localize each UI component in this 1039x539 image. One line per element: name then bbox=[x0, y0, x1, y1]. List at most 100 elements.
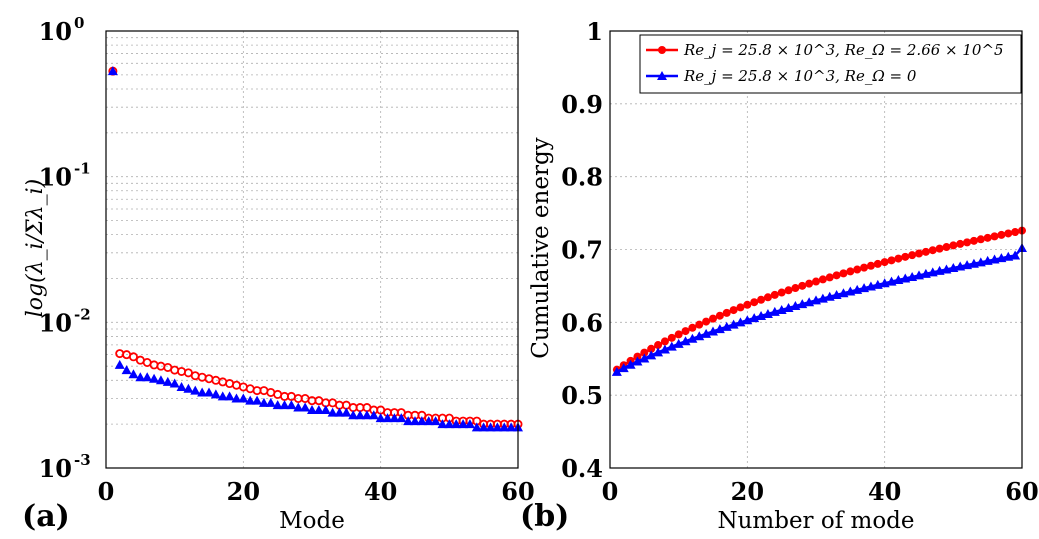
data-point-triangle bbox=[423, 416, 434, 426]
data-point-circle bbox=[784, 286, 793, 295]
data-point-circle bbox=[949, 241, 958, 250]
data-point-circle bbox=[860, 263, 869, 272]
data-point-triangle bbox=[714, 324, 725, 334]
data-point-triangle bbox=[204, 387, 214, 397]
y-tick-exponent: 0 bbox=[74, 14, 84, 32]
legend-marker-triangle bbox=[657, 71, 667, 80]
data-point-triangle bbox=[368, 410, 379, 420]
y-tick-label: 0.6 bbox=[561, 308, 603, 337]
legend-label-rotating: Re_j = 25.8 × 10^3, Re_Ω = 2.66 × 10^5 bbox=[683, 41, 1004, 59]
data-point-circle bbox=[709, 314, 717, 323]
data-point-triangle bbox=[458, 419, 469, 429]
data-point-triangle bbox=[464, 419, 475, 429]
data-point-triangle bbox=[231, 393, 242, 403]
data-point-triangle bbox=[666, 341, 677, 351]
data-point-circle bbox=[1011, 228, 1020, 237]
data-point-triangle bbox=[410, 416, 420, 426]
panel-b-tag: (b) bbox=[520, 499, 569, 534]
y-tick-label: 10 bbox=[39, 454, 72, 483]
y-tick-label: 10 bbox=[39, 308, 72, 337]
data-point-triangle bbox=[639, 353, 650, 363]
panel-b-y-ticks: 0.4 0.5 0.6 0.7 0.8 0.9 1 bbox=[561, 17, 603, 483]
data-point-circle bbox=[873, 259, 882, 268]
panel-a-y-label: log(λ_i/Σλ_i) bbox=[23, 179, 48, 317]
data-point-triangle bbox=[625, 359, 636, 369]
data-point-circle bbox=[805, 279, 814, 288]
panel-b-frame bbox=[609, 30, 1023, 469]
data-point-circle bbox=[969, 236, 978, 245]
x-tick-label: 20 bbox=[731, 477, 764, 506]
data-point-triangle bbox=[416, 416, 427, 426]
data-point-triangle bbox=[300, 402, 311, 412]
legend-entry-rotating: Re_j = 25.8 × 10^3, Re_Ω = 2.66 × 10^5 bbox=[646, 41, 1004, 59]
data-point-circle bbox=[839, 269, 848, 278]
data-point-circle bbox=[688, 323, 697, 332]
data-point-circle bbox=[983, 233, 992, 242]
data-point-circle bbox=[901, 252, 910, 261]
data-point-circle bbox=[921, 247, 930, 256]
data-point-triangle bbox=[632, 356, 643, 366]
data-point-triangle bbox=[307, 405, 317, 415]
data-point-triangle bbox=[149, 373, 160, 383]
data-point-triangle bbox=[293, 402, 304, 412]
data-point-triangle bbox=[114, 359, 125, 369]
data-point-triangle bbox=[437, 419, 448, 429]
data-point-triangle bbox=[252, 395, 263, 405]
data-point-triangle bbox=[272, 400, 283, 410]
data-point-triangle bbox=[375, 413, 386, 423]
data-point-circle bbox=[770, 290, 779, 299]
data-point-triangle bbox=[618, 363, 629, 373]
data-point-circle bbox=[667, 333, 676, 342]
data-point-triangle bbox=[471, 422, 482, 432]
data-point-triangle bbox=[176, 381, 187, 391]
y-tick-label: 0.4 bbox=[561, 454, 603, 483]
panel-a-frame bbox=[105, 30, 519, 469]
data-point-triangle bbox=[444, 419, 455, 429]
data-point-circle bbox=[908, 251, 917, 260]
data-point-circle bbox=[736, 303, 745, 312]
data-point-circle bbox=[647, 344, 656, 353]
data-point-triangle bbox=[721, 321, 732, 331]
data-point-circle bbox=[818, 275, 827, 284]
data-point-triangle bbox=[355, 410, 366, 420]
data-point-triangle bbox=[348, 410, 359, 420]
data-point-circle bbox=[640, 348, 649, 357]
legend-label-stationary: Re_j = 25.8 × 10^3, Re_Ω = 0 bbox=[683, 67, 917, 85]
data-point-circle bbox=[715, 311, 724, 320]
data-point-circle bbox=[791, 284, 800, 293]
data-point-triangle bbox=[265, 397, 276, 407]
panel-b-x-ticks: 0 20 40 60 bbox=[602, 477, 1039, 506]
data-point-triangle bbox=[396, 413, 407, 423]
data-point-triangle bbox=[238, 393, 249, 403]
data-point-triangle bbox=[190, 385, 201, 395]
x-tick-label: 20 bbox=[227, 477, 260, 506]
data-point-triangle bbox=[224, 391, 235, 401]
data-point-circle bbox=[128, 352, 138, 362]
data-point-triangle bbox=[313, 405, 324, 415]
data-point-circle bbox=[729, 306, 738, 315]
data-point-triangle bbox=[1010, 250, 1021, 260]
data-point-triangle bbox=[279, 400, 290, 410]
data-point-triangle bbox=[128, 369, 139, 379]
y-tick-exponent: -1 bbox=[74, 160, 91, 178]
data-point-triangle bbox=[334, 407, 345, 417]
data-point-circle bbox=[722, 308, 731, 317]
data-point-triangle bbox=[183, 383, 194, 393]
data-point-circle bbox=[825, 273, 834, 282]
data-point-triangle bbox=[611, 366, 622, 376]
y-tick-exponent: -3 bbox=[74, 451, 91, 469]
y-tick-label: 10 bbox=[39, 163, 72, 192]
data-point-triangle bbox=[142, 372, 153, 382]
x-tick-label: 0 bbox=[98, 477, 115, 506]
data-point-triangle bbox=[135, 372, 146, 382]
data-point-circle bbox=[997, 230, 1006, 239]
data-point-triangle bbox=[107, 66, 118, 76]
data-point-circle bbox=[976, 235, 985, 244]
data-point-circle bbox=[674, 330, 683, 339]
data-point-circle bbox=[990, 232, 999, 241]
data-point-circle bbox=[681, 327, 690, 336]
x-tick-label: 60 bbox=[1005, 477, 1038, 506]
data-point-circle bbox=[853, 265, 862, 274]
